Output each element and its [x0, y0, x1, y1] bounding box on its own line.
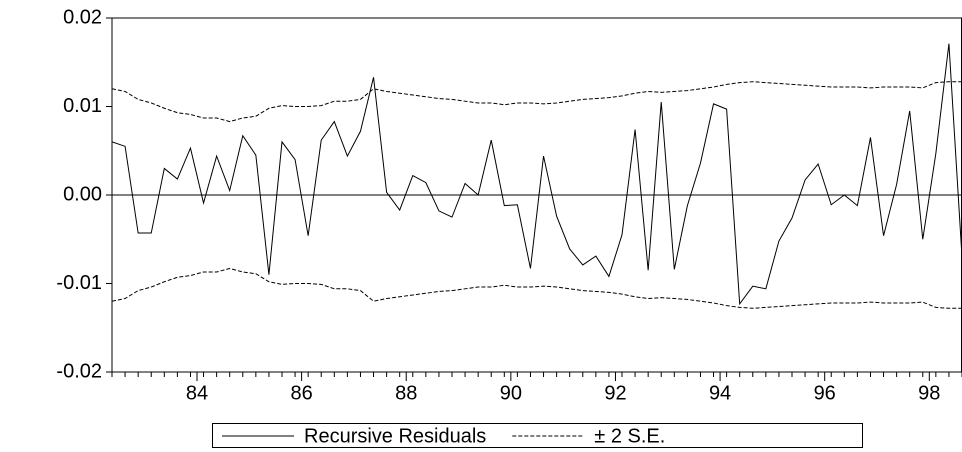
- x-tick-label: 92: [604, 382, 626, 404]
- x-tick-label: 84: [186, 382, 208, 404]
- y-tick-label: -0.01: [56, 272, 102, 294]
- x-tick-label: 98: [918, 382, 940, 404]
- plot-area: [112, 43, 962, 309]
- x-tick-label: 90: [500, 382, 522, 404]
- legend-label: Recursive Residuals: [304, 425, 486, 447]
- x-tick-label: 94: [709, 382, 731, 404]
- legend-label: ± 2 S.E.: [594, 425, 665, 447]
- y-tick-label: 0.01: [63, 95, 102, 117]
- residual-line: [112, 43, 962, 306]
- y-tick-label: -0.02: [56, 360, 102, 382]
- band-line: [112, 81, 962, 123]
- x-tick-label: 96: [814, 382, 836, 404]
- legend: Recursive Residuals ± 2 S.E.: [212, 423, 863, 448]
- band-line: [112, 267, 962, 309]
- x-tick-label: 88: [395, 382, 417, 404]
- y-tick-label: 0.00: [63, 183, 102, 205]
- x-tick-label: 86: [290, 382, 312, 404]
- y-tick-label: 0.02: [63, 6, 102, 28]
